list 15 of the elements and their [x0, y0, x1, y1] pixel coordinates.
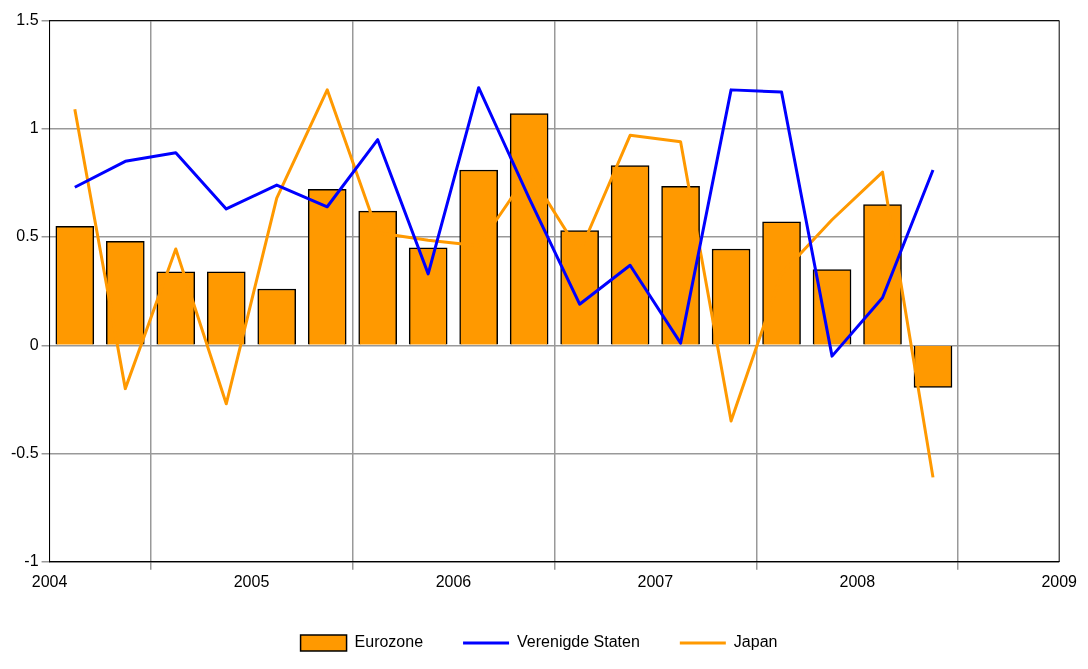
- y-tick-label: -0.5: [10, 443, 39, 461]
- y-tick-label: -1: [24, 552, 39, 570]
- x-tick-label: 2005: [233, 572, 270, 590]
- y-tick-label: 0: [29, 335, 39, 353]
- x-tick-label: 2004: [31, 572, 68, 590]
- x-tick-label: 2007: [637, 572, 674, 590]
- x-tick-label: 2006: [435, 572, 472, 590]
- y-tick-label: 1: [29, 119, 39, 137]
- x-tick-label: 2008: [839, 572, 876, 590]
- x-tick-label: 2009: [1041, 572, 1078, 590]
- legend-label: Eurozone: [354, 633, 424, 651]
- y-tick-label: 0.5: [16, 227, 39, 245]
- legend-label: Verenigde Staten: [517, 633, 640, 651]
- y-tick-label: 1.5: [16, 11, 39, 29]
- legend-label: Japan: [733, 633, 778, 651]
